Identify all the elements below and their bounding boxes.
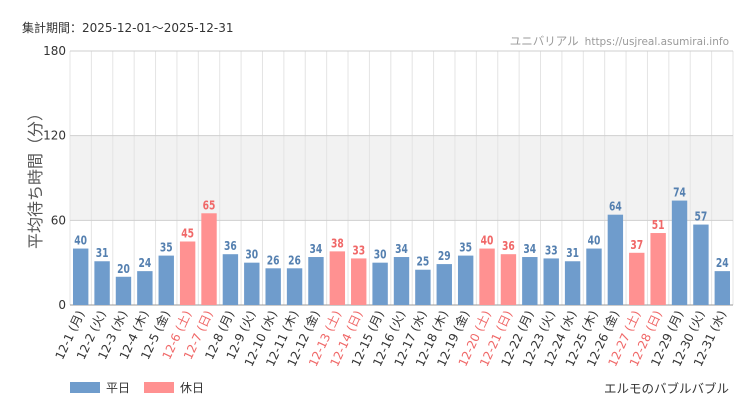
bar (72, 248, 89, 305)
bar-value-label: 45 (181, 227, 194, 241)
bar-value-label: 40 (74, 234, 87, 248)
bar-value-label: 65 (203, 199, 216, 213)
bar (115, 276, 132, 305)
bar-value-label: 38 (331, 237, 344, 251)
bar (265, 268, 281, 305)
bar (201, 213, 217, 305)
bar-value-label: 24 (138, 256, 151, 270)
bar (564, 261, 581, 305)
bar-value-label: 30 (245, 248, 258, 262)
bar-value-label: 34 (523, 242, 536, 256)
bar-value-label: 24 (716, 256, 729, 270)
bar-value-label: 34 (395, 242, 408, 256)
bar-value-label: 51 (652, 218, 665, 232)
bar-value-label: 64 (609, 200, 622, 214)
legend: 平日 休日 (70, 379, 218, 396)
bar-value-label: 33 (352, 244, 365, 258)
bar (222, 254, 239, 305)
bar (308, 257, 324, 305)
bar (457, 255, 474, 305)
legend-label-weekday: 平日 (106, 381, 131, 395)
source-credit: ユニバリアル https://usjreal.asumirai.info (510, 33, 729, 49)
bar-value-label: 40 (588, 234, 601, 248)
bar-value-label: 31 (96, 246, 109, 260)
y-tick-label: 0 (58, 298, 66, 312)
bar-value-label: 26 (288, 254, 301, 268)
bar-value-label: 36 (502, 239, 515, 253)
bar-value-label: 33 (545, 244, 558, 258)
bar-value-label: 35 (459, 241, 472, 255)
bar (500, 254, 517, 305)
bar (607, 214, 624, 305)
bar (586, 248, 602, 305)
bar (351, 258, 367, 305)
bar-value-label: 57 (695, 210, 708, 224)
bar-value-label: 26 (267, 254, 280, 268)
source-site-name: ユニバリアル (509, 34, 579, 48)
y-tick-label: 60 (51, 213, 66, 227)
source-url: https://usjreal.asumirai.info (584, 36, 729, 48)
shaded-band (70, 135, 733, 221)
bar-value-label: 40 (481, 234, 494, 248)
bar-value-label: 35 (160, 241, 173, 255)
bar (650, 233, 666, 305)
y-tick-label: 180 (43, 44, 66, 58)
bar (693, 224, 709, 305)
legend-item-holiday: 休日 (144, 379, 204, 396)
bar-value-label: 30 (374, 248, 387, 262)
bar-value-label: 74 (673, 186, 686, 200)
attraction-name: エルモのバブルバブル (603, 381, 729, 396)
legend-item-weekday: 平日 (70, 379, 130, 396)
bar-value-label: 37 (630, 238, 643, 252)
bar (436, 264, 452, 305)
bar (671, 200, 688, 305)
bar (137, 271, 153, 305)
bar (714, 271, 731, 305)
bar-value-label: 29 (438, 249, 451, 263)
bar (244, 262, 260, 305)
bar (329, 251, 346, 305)
bar (479, 248, 495, 305)
bar-value-label: 36 (224, 239, 237, 253)
bar-value-label: 25 (417, 255, 430, 269)
bar-value-label: 31 (566, 246, 579, 260)
bar-value-label: 20 (117, 262, 130, 276)
legend-label-holiday: 休日 (180, 381, 205, 395)
bar (543, 258, 559, 305)
bar-value-label: 34 (310, 242, 323, 256)
bar (179, 241, 196, 305)
bar (629, 252, 645, 305)
bar (94, 261, 110, 305)
period-label: 集計期間：2025-12-01～2025-12-31 (22, 21, 234, 35)
y-tick-label: 120 (43, 129, 66, 143)
bar (286, 268, 303, 305)
bar (522, 257, 538, 305)
bar (372, 262, 388, 305)
legend-swatch-weekday (70, 382, 100, 393)
bar (158, 255, 174, 305)
bar (393, 257, 410, 305)
legend-swatch-holiday (144, 382, 175, 393)
bar (415, 269, 431, 305)
